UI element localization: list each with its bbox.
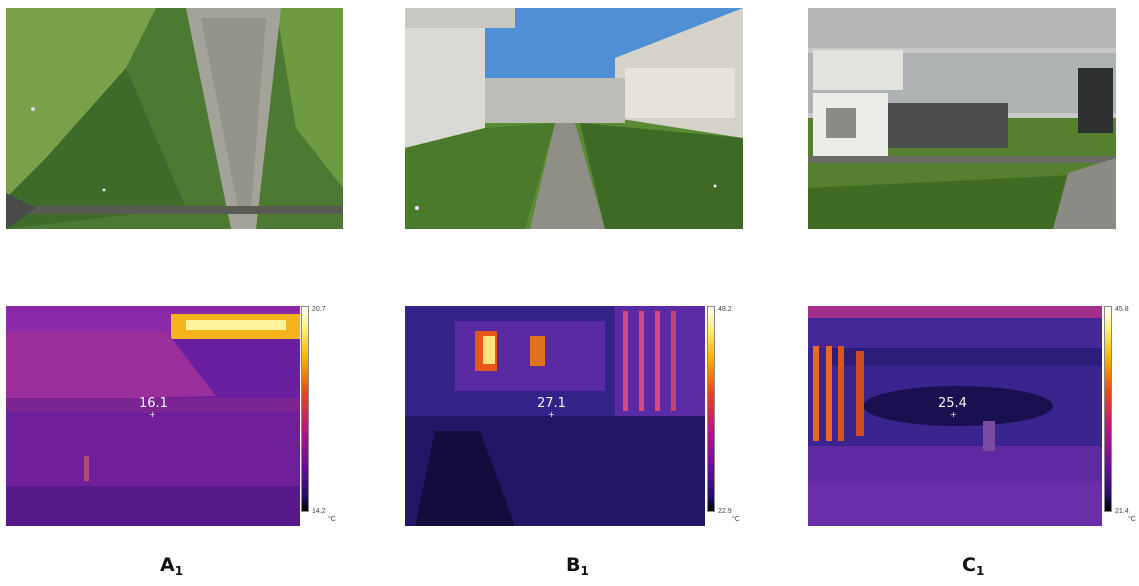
scale-max-label-c: 45.8 <box>1115 306 1129 313</box>
temperature-readout-a: 16.1 <box>139 396 168 411</box>
temperature-readout-b: 27.1 <box>537 396 566 411</box>
photo-b-rooftop-walkway <box>405 8 743 229</box>
thermal-image-a <box>6 306 300 526</box>
scale-max-label-a: 20.7 <box>312 306 326 313</box>
scale-min-label-a: 14.2 <box>312 508 326 515</box>
scale-unit-label-c: °C <box>1128 516 1136 523</box>
scale-min-label-c: 21.4 <box>1115 508 1129 515</box>
scale-max-label-b: 48.2 <box>718 306 732 313</box>
measurement-crosshair-a: + <box>149 410 156 419</box>
thermal-image-b <box>405 306 705 526</box>
caption-b-letter: B <box>566 554 581 576</box>
measurement-crosshair-c: + <box>950 410 957 419</box>
measurement-crosshair-b: + <box>548 410 555 419</box>
caption-b-subscript: 1 <box>580 564 589 578</box>
temperature-readout-c: 25.4 <box>938 396 967 411</box>
caption-a-subscript: 1 <box>174 564 184 578</box>
caption-b: B1 <box>566 554 589 578</box>
caption-a: A1 <box>160 554 183 578</box>
temperature-scale-bar-a <box>301 306 309 512</box>
scale-min-label-b: 22.9 <box>718 508 732 515</box>
scale-unit-label-b: °C <box>732 516 740 523</box>
caption-c-subscript: 1 <box>975 564 985 578</box>
caption-c: C1 <box>962 554 984 578</box>
thermal-image-c <box>808 306 1102 526</box>
scale-unit-label-a: °C <box>328 516 336 523</box>
photo-c-rooftop-equipment <box>808 8 1116 229</box>
caption-c-letter: C <box>962 554 976 576</box>
photo-a-grass-slope <box>6 8 343 229</box>
caption-a-letter: A <box>160 554 175 576</box>
temperature-scale-bar-c <box>1104 306 1112 512</box>
temperature-scale-bar-b <box>707 306 715 512</box>
